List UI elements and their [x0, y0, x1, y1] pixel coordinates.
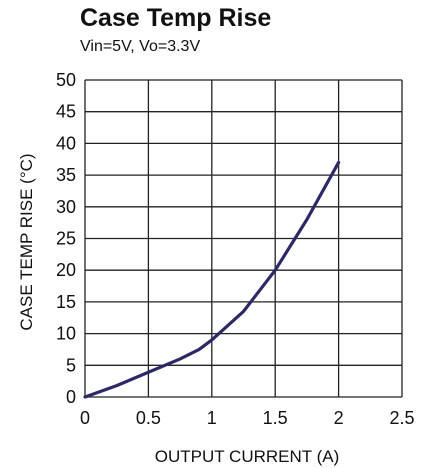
y-tick-label: 40: [56, 133, 76, 153]
y-tick-label: 30: [56, 197, 76, 217]
series: [83, 160, 341, 399]
x-tick-label: 2.5: [389, 408, 414, 428]
y-tick-label: 15: [56, 292, 76, 312]
series-line: [83, 160, 341, 399]
y-tick-label: 45: [56, 102, 76, 122]
y-axis-label: CASE TEMP RISE (°C): [17, 153, 36, 330]
tick-labels: 0 0.5 1 1.5 2 2.5 0 5 10 15 20 25 30 35 40 45 50: [56, 70, 415, 428]
x-axis-label: OUTPUT CURRENT (A): [155, 447, 340, 466]
x-tick-label: 2: [334, 408, 344, 428]
y-tick-label: 35: [56, 165, 76, 185]
y-tick-label: 5: [66, 355, 76, 375]
chart-subtitle: Vin=5V, Vo=3.3V: [80, 38, 201, 55]
y-tick-label: 25: [56, 229, 76, 249]
y-tick-label: 50: [56, 70, 76, 90]
x-tick-label: 0.5: [136, 408, 161, 428]
y-tick-label: 0: [66, 387, 76, 407]
x-tick-label: 1: [207, 408, 217, 428]
y-tick-label: 20: [56, 260, 76, 280]
x-tick-label: 0: [80, 408, 90, 428]
x-tick-label: 1.5: [263, 408, 288, 428]
chart-title: Case Temp Rise: [80, 4, 272, 32]
grid: [84, 79, 403, 398]
y-tick-label: 10: [56, 324, 76, 344]
